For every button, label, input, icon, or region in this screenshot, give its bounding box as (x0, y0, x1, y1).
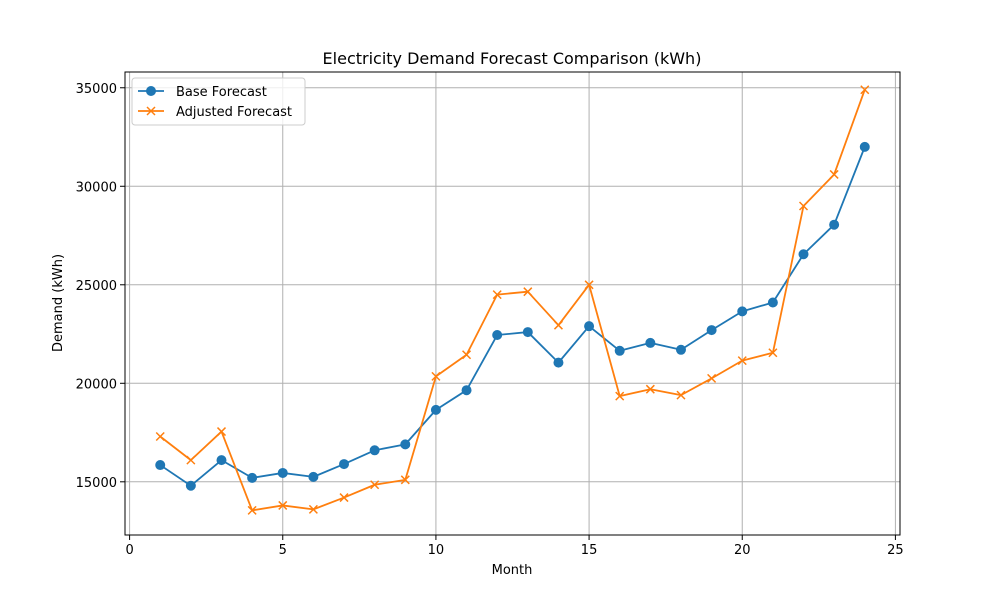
data-point (676, 390, 686, 400)
ticks: 0 5 10 15 20 25 15000 20000 25000 30000 35000 (76, 82, 904, 558)
y-tick-label: 25000 (76, 279, 117, 294)
data-point (339, 493, 349, 503)
x-tick-label: 25 (887, 543, 904, 558)
data-point (277, 467, 288, 478)
legend: Base Forecast Adjusted Forecast (131, 77, 306, 126)
legend-box (131, 77, 306, 126)
series-layer (155, 85, 870, 515)
legend-marker (146, 86, 156, 96)
series-line (159, 146, 866, 487)
data-point (798, 201, 809, 211)
data-point (553, 320, 563, 330)
data-point (737, 356, 747, 366)
data-point (155, 460, 166, 471)
data-point (584, 321, 595, 332)
data-point (859, 141, 870, 152)
legend-label: Adjusted Forecast (176, 105, 292, 120)
data-point (522, 327, 533, 338)
data-point (400, 475, 410, 485)
data-point (767, 297, 778, 308)
data-point (247, 472, 258, 483)
x-axis-label: Month (492, 563, 533, 578)
legend-marker (146, 106, 156, 116)
data-point (492, 290, 502, 300)
data-point (645, 384, 655, 394)
data-point (247, 505, 257, 515)
data-point (462, 350, 472, 360)
data-point (737, 306, 748, 317)
x-tick-label: 0 (125, 543, 133, 558)
data-point (155, 431, 165, 442)
data-point (339, 459, 350, 470)
grid (125, 72, 900, 535)
legend-entry: Adjusted Forecast (138, 105, 292, 120)
data-point (584, 280, 594, 290)
data-point (829, 169, 839, 179)
y-tick-label: 15000 (76, 476, 117, 491)
data-point (523, 287, 533, 297)
legend-label: Base Forecast (176, 85, 267, 100)
chart-title: Electricity Demand Forecast Comparison (… (323, 49, 702, 68)
data-point (706, 325, 717, 336)
legend-entry: Base Forecast (138, 85, 267, 100)
y-tick-label: 30000 (76, 180, 117, 195)
data-point (308, 471, 319, 482)
data-point (798, 249, 809, 260)
data-point (645, 337, 656, 348)
series-base-forecast (155, 141, 870, 491)
y-tick-label: 35000 (76, 82, 117, 97)
data-point (308, 504, 318, 514)
y-tick-label: 20000 (76, 377, 117, 392)
data-point (615, 391, 625, 401)
data-point (553, 357, 564, 368)
data-point (768, 348, 778, 358)
data-point (370, 480, 380, 490)
x-tick-label: 5 (279, 543, 287, 558)
data-point (216, 427, 227, 437)
data-point (430, 404, 441, 415)
data-point (829, 219, 840, 230)
data-point (278, 500, 288, 510)
data-point (614, 345, 625, 356)
data-point (492, 330, 503, 341)
series-adjusted-forecast (155, 85, 870, 515)
series-line (159, 89, 866, 512)
x-tick-label: 10 (428, 543, 445, 558)
x-tick-label: 20 (734, 543, 751, 558)
data-point (707, 373, 717, 383)
data-point (185, 480, 196, 491)
data-point (369, 445, 380, 456)
data-point (216, 455, 227, 466)
y-axis-label: Demand (kWh) (51, 254, 66, 352)
x-tick-label: 15 (581, 543, 598, 558)
data-point (675, 344, 686, 355)
plot-frame (124, 71, 901, 536)
data-point (860, 85, 870, 95)
data-point (431, 371, 441, 381)
data-point (461, 385, 472, 396)
data-point (400, 439, 411, 450)
data-point (186, 455, 196, 465)
